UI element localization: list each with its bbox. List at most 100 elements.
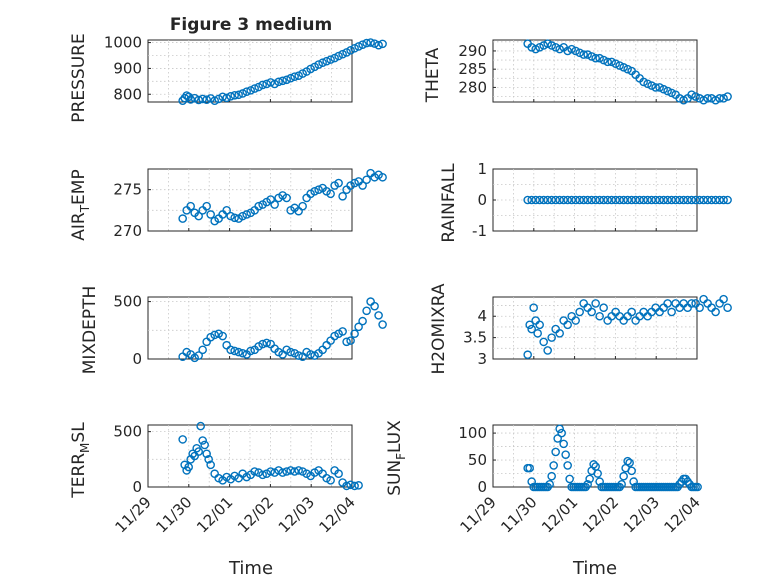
data-point-theta <box>579 50 588 59</box>
data-point-mixdepth <box>350 329 359 339</box>
data-point-h2omixra <box>539 337 548 347</box>
data-point-sun <box>555 424 564 434</box>
axes-rainfall: RAINFALL -1 0 1 <box>439 160 732 243</box>
xtick-label-terr: 11/29 <box>112 493 155 536</box>
data-point-sun <box>589 460 598 469</box>
data-point-rainfall <box>591 195 600 205</box>
data-point-sun <box>583 480 592 489</box>
ytick-label-pressure: 800 <box>113 85 142 103</box>
data-point-air <box>366 168 375 178</box>
data-point-theta <box>619 63 628 72</box>
data-point-mixdepth <box>346 336 355 345</box>
data-point-mixdepth <box>286 347 295 357</box>
data-point-pressure <box>282 75 291 85</box>
data-point-air <box>238 211 247 221</box>
ylabel-terr-msl-main: TERR <box>69 453 89 499</box>
data-point-terr <box>286 466 295 475</box>
data-point-theta <box>623 64 632 74</box>
data-point-terr <box>350 481 359 491</box>
data-point-h2omixra <box>699 294 708 304</box>
ytick-label-air: 275 <box>113 181 142 199</box>
data-point-theta <box>595 53 604 63</box>
data-point-rainfall <box>643 195 652 205</box>
data-point-rainfall <box>647 195 656 205</box>
data-point-air <box>358 181 367 190</box>
data-point-theta <box>603 57 612 67</box>
data-point-rainfall <box>699 195 708 205</box>
data-point-sun <box>625 458 634 468</box>
data-point-mixdepth <box>354 322 363 332</box>
ytick-label-terr: 0 <box>132 478 142 496</box>
data-point-air <box>338 191 347 201</box>
ylabel-sun-flux: SUNFLUX <box>385 420 408 496</box>
data-point-rainfall <box>627 195 636 205</box>
data-point-h2omixra <box>563 320 572 330</box>
data-point-mixdepth <box>306 350 315 359</box>
data-point-h2omixra <box>575 307 584 317</box>
data-point-mixdepth <box>378 320 387 329</box>
axes-pressure: PRESSURE 800 900 1000 <box>69 33 387 123</box>
data-point-air <box>254 201 263 211</box>
data-point-pressure <box>210 96 219 106</box>
figure-title: Figure 3 medium <box>170 15 332 35</box>
data-point-sun <box>593 469 602 478</box>
ytick-label-rainfall: 0 <box>477 191 487 209</box>
data-point-rainfall <box>543 195 552 205</box>
data-point-theta <box>567 44 576 54</box>
data-point-rainfall <box>659 195 668 205</box>
data-point-rainfall <box>531 195 540 205</box>
data-point-air <box>362 175 371 185</box>
data-point-rainfall <box>523 195 532 205</box>
ytick-label-mixdepth: 500 <box>113 293 142 311</box>
ylabel-terr-msl: TERRMSL <box>69 422 92 499</box>
data-point-pressure <box>198 94 207 104</box>
data-point-pressure <box>290 72 299 81</box>
data-point-sun <box>551 447 560 457</box>
data-point-rainfall <box>575 195 584 205</box>
xtick-label-sun: 11/30 <box>497 493 540 536</box>
data-point-terr <box>202 449 211 459</box>
data-point-pressure <box>278 76 287 86</box>
axes-terr-msl: TERRMSL Time 050011/2911/3012/0112/0212/… <box>69 422 363 579</box>
data-point-sun <box>693 482 702 492</box>
data-point-rainfall <box>703 195 712 205</box>
xtick-label-sun: 12/02 <box>579 493 622 536</box>
plot-area-sun <box>492 424 698 488</box>
xlabel-right: Time <box>572 558 617 579</box>
data-point-h2omixra <box>711 307 720 317</box>
data-point-rainfall <box>563 195 572 205</box>
data-point-rainfall <box>695 195 704 205</box>
data-point-h2omixra <box>599 303 608 312</box>
axes-h2omixra: H2OMIXRA 3 3.5 4 <box>429 283 732 375</box>
data-point-air <box>206 210 215 219</box>
data-point-theta <box>607 57 616 67</box>
data-point-mixdepth <box>262 338 271 348</box>
data-point-h2omixra <box>529 303 538 312</box>
data-point-theta <box>667 88 676 98</box>
data-point-pressure <box>258 80 267 90</box>
data-point-pressure <box>378 39 387 49</box>
data-point-air <box>282 193 291 203</box>
data-point-pressure <box>238 89 247 98</box>
data-point-pressure <box>374 40 383 50</box>
data-point-pressure <box>358 40 367 49</box>
data-point-h2omixra <box>627 307 636 317</box>
data-point-pressure <box>318 58 327 68</box>
data-point-mixdepth <box>238 348 247 358</box>
data-point-terr <box>204 455 213 464</box>
data-point-h2omixra <box>555 329 564 338</box>
data-point-air <box>226 211 235 221</box>
data-point-rainfall <box>715 195 724 205</box>
data-point-mixdepth <box>366 297 375 306</box>
data-point-terr <box>282 467 291 476</box>
ytick-label-sun: 0 <box>477 478 487 496</box>
data-point-rainfall <box>631 195 640 205</box>
data-point-mixdepth <box>234 347 243 357</box>
ytick-label-terr: 500 <box>113 423 142 441</box>
ylabel-air-temp-main: AIR <box>69 212 89 241</box>
data-point-theta <box>647 81 656 90</box>
data-point-theta <box>643 79 652 89</box>
data-point-rainfall <box>687 195 696 205</box>
data-point-pressure <box>218 92 227 102</box>
